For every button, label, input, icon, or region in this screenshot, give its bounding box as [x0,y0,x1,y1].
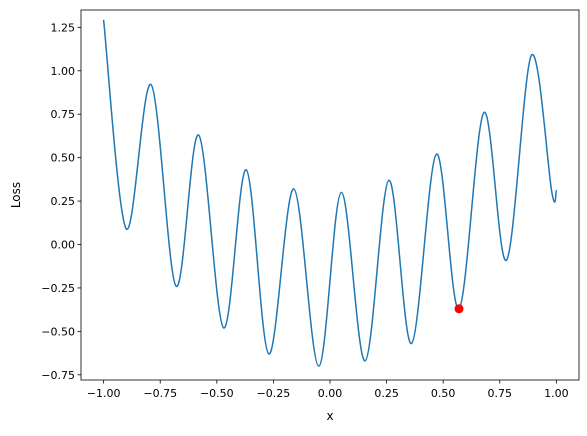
y-tick-label: −0.75 [41,369,75,382]
y-axis-label: Loss [9,182,23,208]
y-tick-label: 0.25 [51,195,76,208]
y-tick-label: 1.25 [51,21,76,34]
x-tick-label: 1.00 [544,387,569,400]
x-tick-label: −0.75 [143,387,177,400]
x-tick-label: 0.50 [431,387,456,400]
y-tick-label: −0.25 [41,282,75,295]
x-tick-label: 0.00 [318,387,343,400]
y-tick-label: −0.50 [41,325,75,338]
x-tick-label: 0.25 [374,387,399,400]
y-axis-ticks: −0.75 −0.50 −0.25 0.00 0.25 0.50 0.75 1.00 1.25 [41,21,81,382]
x-tick-label: −1.00 [87,387,121,400]
x-tick-label: −0.50 [200,387,234,400]
y-tick-label: 0.50 [51,152,76,165]
loss-curve-line [102,19,558,367]
axes-frame [80,9,580,381]
x-axis-label: x [326,409,333,423]
y-tick-label: 0.00 [51,239,76,252]
plot-area [102,19,558,367]
y-tick-label: 0.75 [51,108,76,121]
current-point-marker [454,304,464,314]
x-tick-label: −0.25 [257,387,291,400]
x-axis-ticks: −1.00 −0.75 −0.50 −0.25 0.00 0.25 0.50 0.75 1.00 [87,380,569,400]
x-tick-label: 0.75 [488,387,513,400]
y-tick-label: 1.00 [51,65,76,78]
